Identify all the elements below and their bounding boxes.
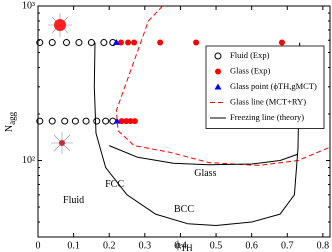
y-axis-label: Nagg: [4, 111, 17, 132]
circle-marker: [118, 118, 125, 125]
glass-line: [115, 5, 331, 166]
circle-marker: [131, 39, 138, 46]
open-circle-marker: [82, 117, 90, 125]
open-circle-marker: [61, 117, 69, 125]
annotation: FCC: [105, 179, 124, 190]
open-circle-marker: [36, 39, 44, 47]
triangle-marker: [113, 117, 121, 124]
open-circle-marker: [214, 52, 222, 60]
x-label-symbol: ϕ: [175, 240, 180, 251]
x-tick-label: 0.6: [245, 240, 258, 251]
open-circle-marker: [48, 39, 56, 47]
legend-box: [205, 45, 325, 129]
open-circle-marker: [102, 117, 110, 125]
y-tick-label: 10²: [22, 155, 35, 166]
legend-label: Glass (Exp): [230, 65, 271, 75]
open-circle-marker: [48, 117, 56, 125]
x-tick-label: 0.5: [210, 240, 223, 251]
annotation: Glass: [194, 168, 216, 179]
x-axis-label: ϕTH: [175, 240, 193, 252]
x-tick-label: 0: [36, 240, 41, 251]
legend: Fluid (Exp) Glass (Exp) Glass point (ϕTH,g…: [205, 45, 325, 129]
annotation: Fluid: [63, 195, 84, 206]
y-label-symbol: N: [4, 125, 15, 132]
open-circle-marker: [93, 117, 101, 125]
open-circle-marker: [87, 39, 95, 47]
y-tick-label: 10³: [22, 0, 35, 11]
legend-label: Glass line (MCT+RY): [230, 96, 306, 106]
circle-marker: [117, 39, 124, 46]
legend-label: Freezing line (theory): [230, 112, 304, 122]
annotation: BCC: [174, 204, 194, 215]
open-circle-marker: [71, 117, 79, 125]
x-tick-label: 0.1: [67, 240, 80, 251]
x-tick-label: 0.3: [139, 240, 152, 251]
circle-marker: [125, 39, 132, 46]
micelle-icons: [48, 13, 73, 154]
freezing-line: [93, 42, 301, 226]
legend-label: Fluid (Exp): [230, 50, 270, 60]
legend-label: Glass point (ϕTH,gMCT): [230, 81, 317, 91]
plot-frame: [37, 5, 331, 238]
open-circle-marker: [36, 117, 44, 125]
circle-marker: [157, 39, 164, 46]
circle-marker: [215, 68, 221, 75]
x-label-subscript: TH: [181, 243, 193, 252]
y-label-subscript: agg: [7, 111, 17, 124]
circle-marker: [127, 118, 134, 125]
circle-marker: [123, 118, 130, 125]
x-tick-label: 0.8: [317, 240, 330, 251]
circle-marker: [131, 118, 138, 125]
x-tick-label: 0.2: [103, 240, 116, 251]
triangle-marker: [112, 39, 120, 46]
x-tick-label: 0.7: [281, 240, 294, 251]
triangle-marker: [214, 83, 222, 90]
open-circle-marker: [75, 39, 83, 47]
circle-marker: [278, 39, 285, 46]
circle-marker: [193, 39, 200, 46]
open-circle-marker: [62, 39, 70, 47]
open-circle-marker: [100, 39, 108, 47]
x-tick-label: 0.4: [174, 240, 187, 251]
